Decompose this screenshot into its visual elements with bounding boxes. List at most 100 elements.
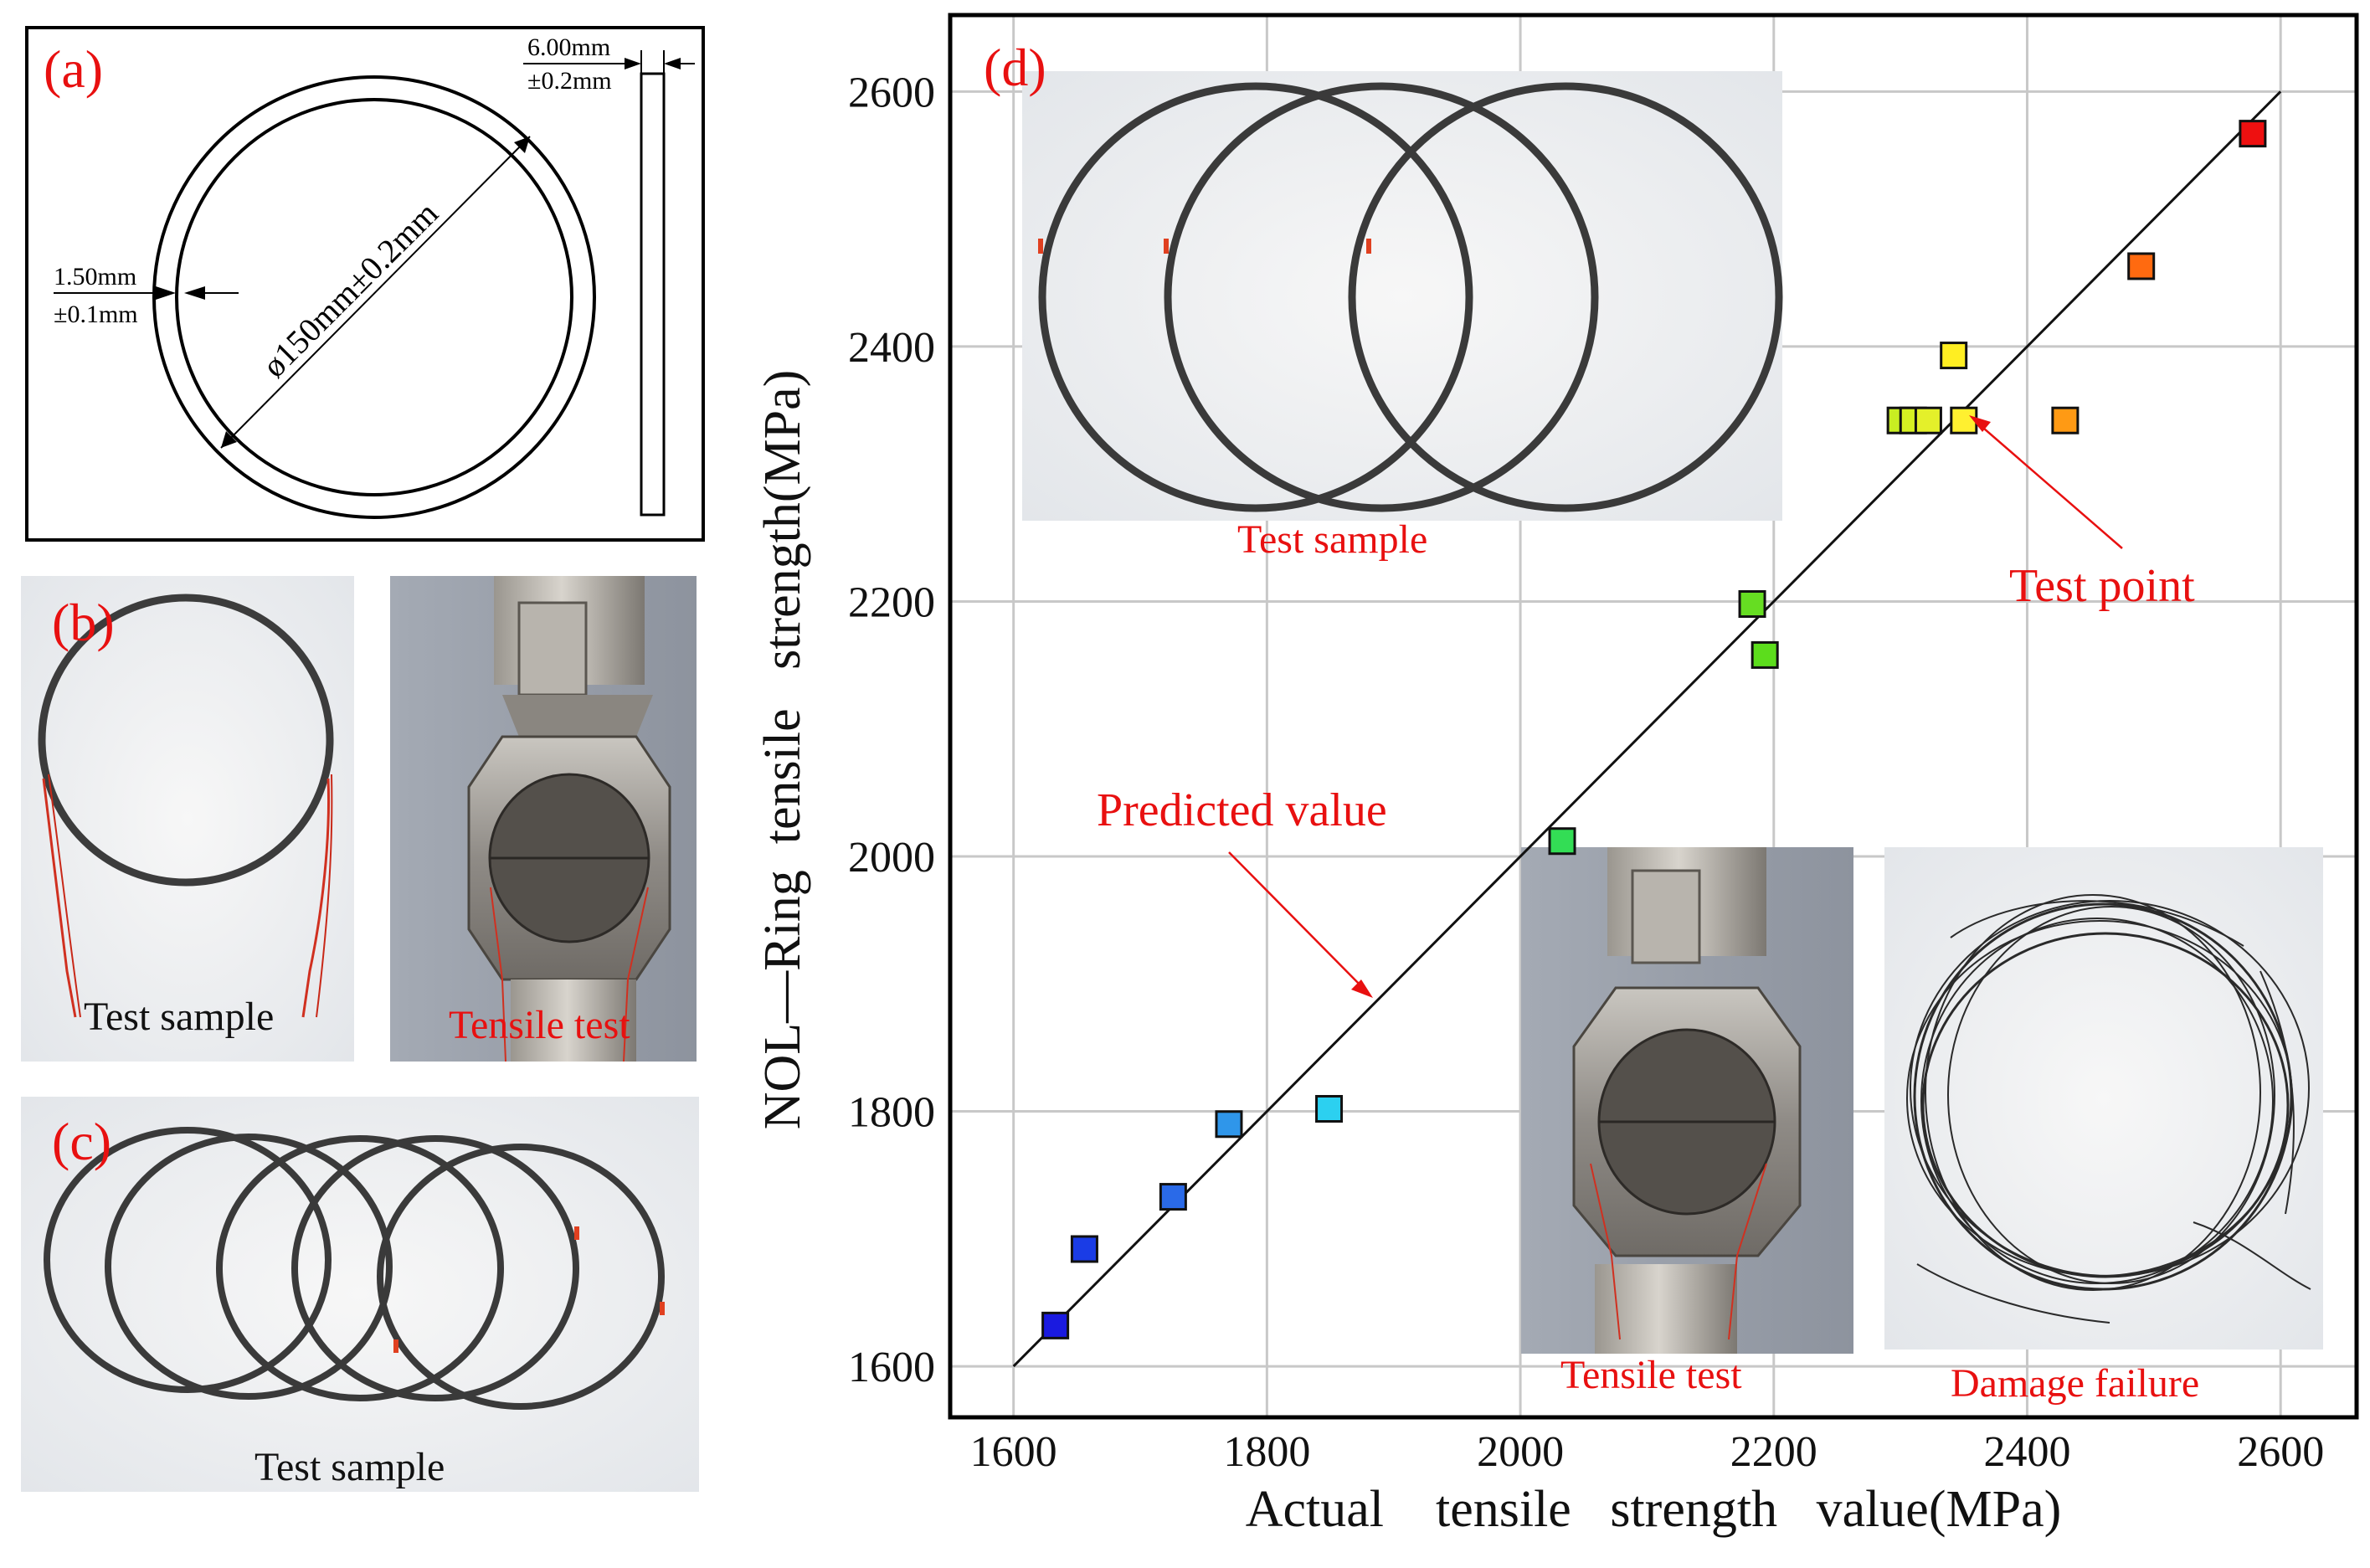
sample-ring-5 — [377, 1144, 665, 1410]
inset-upper-grip-plate — [1631, 869, 1701, 964]
data-point — [1914, 406, 1942, 434]
x-tick-label: 2000 — [1477, 1428, 1564, 1476]
inset-ring-2 — [1164, 82, 1599, 512]
x-axis-label: Actual tensile strength value(MPa) — [1246, 1481, 2062, 1538]
thickness-tolerance: ±0.2mm — [527, 67, 612, 95]
x-tick-label: 1600 — [970, 1428, 1057, 1476]
strain-gauge-wire-right-2 — [316, 774, 333, 1018]
diameter-arrowhead-bottom — [221, 431, 237, 448]
inset-gauge-mark-3 — [1366, 239, 1371, 254]
test-point-arrowhead — [1969, 415, 1991, 432]
gauge-mark-2 — [574, 1226, 579, 1240]
inset-wire-right — [1728, 1163, 1767, 1340]
panel-b-sample-caption: Test sample — [84, 995, 274, 1039]
panel-a-frame — [25, 26, 705, 542]
plot-frame — [948, 13, 2359, 1420]
inset-tensile-caption: Tensile test — [1560, 1353, 1742, 1397]
data-point — [1159, 1183, 1187, 1211]
thickness-value: 6.00mm — [527, 33, 610, 61]
tensile-wire-right — [623, 887, 649, 1062]
sample-ring-2 — [105, 1134, 393, 1400]
data-point — [2051, 406, 2080, 434]
inset-damage-caption: Damage failure — [1951, 1361, 2199, 1406]
inset-damage-photo — [1884, 847, 2323, 1350]
data-point — [1315, 1095, 1344, 1123]
panel-d-chart: Test sample Tensile test — [754, 13, 2359, 1538]
thickness-arrow-left — [625, 58, 641, 69]
upper-fixture — [502, 695, 653, 737]
sample-ring-photo — [38, 594, 334, 887]
wall-arrow-in — [156, 286, 176, 300]
panel-a: (a) ø150mm±0.2mm 1.50mm ±0.1mm 6.00mm ±0… — [25, 26, 705, 542]
x-tick-label: 1800 — [1223, 1428, 1310, 1476]
panel-a-label: (a) — [44, 39, 103, 99]
panel-b-label: (b) — [52, 593, 115, 652]
wall-arrow-out — [184, 286, 205, 300]
panel-c: (c) Test sample — [21, 1097, 699, 1492]
data-point — [1738, 590, 1766, 618]
diameter-arrowhead-top — [514, 136, 530, 153]
inset-gauge-mark-1 — [1038, 239, 1043, 254]
gauge-mark-1 — [393, 1339, 398, 1353]
ring-outer-edge — [152, 75, 596, 519]
x-tick-label: 2400 — [1983, 1428, 2070, 1476]
data-point — [1070, 1235, 1098, 1263]
reference-line-layer — [1012, 90, 2282, 1368]
broken-fiber-tangle — [1906, 894, 2311, 1324]
inset-lower-fixture — [1595, 1264, 1737, 1354]
inset-test-sample: Test sample — [1022, 71, 1783, 562]
panel-c-label: (c) — [52, 1112, 111, 1171]
annotation-predicted-value: Predicted value — [1097, 784, 1387, 836]
wall-thickness-tolerance: ±0.1mm — [54, 301, 138, 328]
panel-b-tensile-caption: Tensile test — [449, 1003, 630, 1047]
inset-ring-3 — [1348, 82, 1783, 512]
data-point — [1940, 342, 1968, 370]
y-tick-label: 2000 — [848, 834, 935, 882]
data-point — [1548, 827, 1576, 856]
thickness-arrow-right — [664, 58, 681, 69]
wall-thickness-value: 1.50mm — [54, 263, 136, 290]
lower-fixture — [511, 979, 636, 1062]
x-tick-label: 2200 — [1730, 1428, 1817, 1476]
y-tick-label: 1600 — [848, 1344, 935, 1391]
sample-ring-1 — [44, 1127, 332, 1393]
y-tick-label: 2400 — [848, 324, 935, 372]
data-point — [2239, 120, 2267, 148]
chart-tick-labels: 1600 1800 2000 2200 2400 2600 1600 1800 2000 2200… — [848, 69, 2324, 1476]
inset-ring-1 — [1038, 82, 1473, 512]
strain-gauge-wire-left — [42, 778, 77, 1018]
panel-c-sample-caption: Test sample — [254, 1445, 445, 1489]
data-point — [1950, 406, 1978, 434]
sample-ring-3 — [216, 1135, 504, 1401]
predicted-arrow-line — [1228, 851, 1365, 990]
test-point-arrow-line — [1977, 422, 2123, 549]
panel-b: (b) Test sample Tensile test — [21, 576, 697, 1062]
data-point — [2127, 252, 2156, 280]
data-points-layer — [1041, 120, 2267, 1339]
strain-gauge-wire-left-2 — [48, 774, 81, 1018]
predicted-arrowhead — [1351, 979, 1373, 998]
y-tick-label: 2600 — [848, 69, 935, 116]
y-tick-label: 1800 — [848, 1089, 935, 1137]
gauge-mark-3 — [660, 1302, 665, 1315]
panel-d-label: (d) — [984, 38, 1046, 97]
inset-gauge-mark-2 — [1164, 239, 1169, 254]
sample-ring-4 — [291, 1135, 579, 1401]
annotation-test-point: Test point — [2009, 560, 2195, 612]
y-axis-label: NOL—Ring tensile strength(MPa) — [754, 370, 811, 1130]
x-tick-label: 2600 — [2237, 1428, 2324, 1476]
data-point — [1041, 1311, 1070, 1339]
inset-test-sample-caption: Test sample — [1237, 517, 1427, 562]
data-point — [1215, 1110, 1243, 1139]
ring-side-view — [640, 72, 666, 517]
predicted-value-line — [1012, 90, 2282, 1368]
y-tick-label: 2200 — [848, 578, 935, 626]
inset-damage-failure: Damage failure — [1884, 847, 2323, 1406]
upper-grip-plate — [517, 601, 588, 697]
inset-tensile-test: Tensile test — [1521, 847, 1853, 1397]
ring-inner-edge — [175, 98, 573, 496]
inset-wire-left — [1590, 1163, 1621, 1340]
data-point — [1751, 640, 1779, 669]
strain-gauge-wire-right — [301, 778, 331, 1018]
